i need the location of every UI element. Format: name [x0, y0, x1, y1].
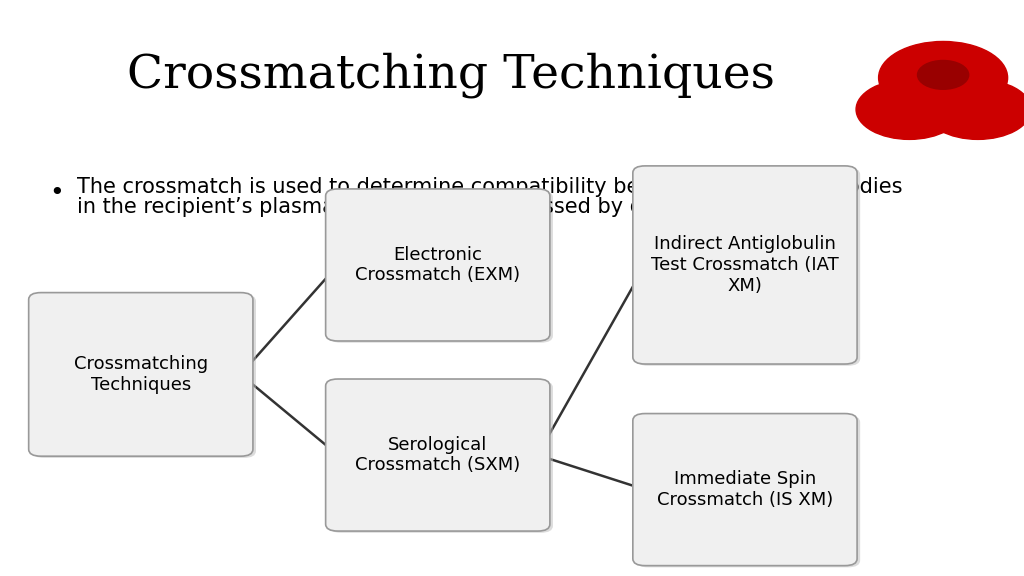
Text: Electronic
Crossmatch (EXM): Electronic Crossmatch (EXM) [355, 245, 520, 285]
Circle shape [918, 60, 969, 89]
FancyBboxPatch shape [633, 166, 857, 364]
FancyBboxPatch shape [29, 293, 253, 456]
FancyBboxPatch shape [329, 381, 553, 533]
Text: Crossmatching Techniques: Crossmatching Techniques [127, 52, 774, 98]
FancyBboxPatch shape [326, 189, 550, 341]
Text: The crossmatch is used to determine compatibility between red cell antibodies: The crossmatch is used to determine comp… [77, 177, 902, 197]
Text: in the recipient’s plasma and antigens expressed by donor red cells [1].: in the recipient’s plasma and antigens e… [77, 198, 827, 217]
FancyBboxPatch shape [636, 415, 860, 567]
Circle shape [879, 41, 1008, 114]
FancyBboxPatch shape [32, 294, 256, 458]
FancyBboxPatch shape [326, 379, 550, 531]
FancyBboxPatch shape [633, 414, 857, 566]
Circle shape [856, 79, 963, 139]
Circle shape [925, 79, 1024, 139]
FancyBboxPatch shape [329, 191, 553, 343]
Text: Immediate Spin
Crossmatch (IS XM): Immediate Spin Crossmatch (IS XM) [656, 470, 834, 509]
Text: Indirect Antiglobulin
Test Crossmatch (IAT
XM): Indirect Antiglobulin Test Crossmatch (I… [651, 235, 839, 295]
Text: •: • [49, 181, 63, 205]
Text: Serological
Crossmatch (SXM): Serological Crossmatch (SXM) [355, 435, 520, 475]
Text: Crossmatching
Techniques: Crossmatching Techniques [74, 355, 208, 394]
FancyBboxPatch shape [636, 168, 860, 366]
